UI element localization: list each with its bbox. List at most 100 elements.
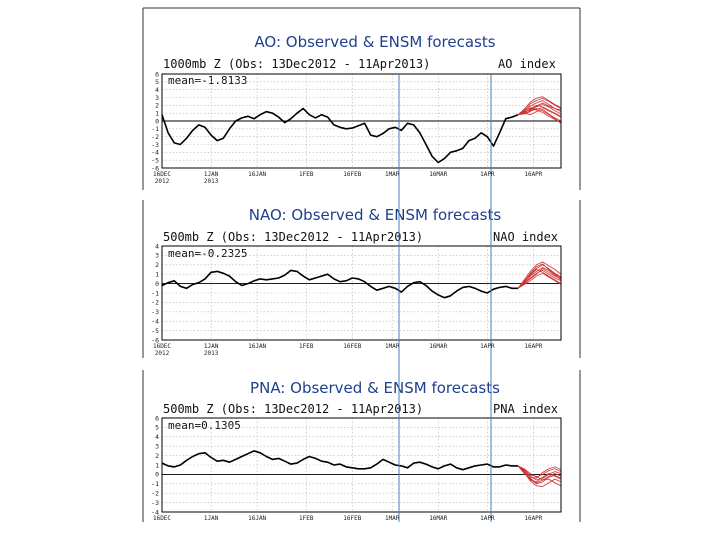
- ao-ensemble-member-line: [517, 107, 562, 123]
- ao-y-tick-label: 4: [155, 86, 159, 94]
- pna-ensemble-member-line: [517, 465, 562, 479]
- ao-y-tick-label: 5: [155, 78, 159, 86]
- pna-x-tick-label: 1APR: [480, 515, 495, 522]
- pna-x-tick-label: 16FEB: [343, 515, 361, 522]
- nao-y-tick-label: -3: [151, 308, 159, 316]
- ao-y-tick-label: -3: [151, 141, 159, 149]
- nao-y-tick-label: 4: [155, 242, 159, 250]
- ao-y-tick-label: -2: [151, 133, 159, 141]
- ao-x-tick-label: 1FEB: [299, 171, 314, 178]
- pna-x-tick-label: 16MAR: [429, 515, 447, 522]
- pna-x-tick-label: 16APR: [524, 515, 542, 522]
- ao-y-tick-label: -4: [151, 149, 159, 157]
- ao-index-label: AO index: [498, 57, 556, 71]
- nao-ensemble-member-line: [517, 272, 562, 289]
- nao-mean-text: mean=-0.2325: [168, 247, 247, 260]
- ao-x-tick-label: 16MAR: [429, 171, 447, 178]
- nao-panel: NAO: Observed & ENSM forecasts 500mb Z (…: [142, 200, 581, 358]
- nao-x-tick-year: 2013: [204, 350, 219, 357]
- nao-x-tick-label: 16APR: [524, 343, 542, 350]
- ao-y-tick-label: 0: [155, 117, 159, 125]
- nao-x-tick-label: 1MAR: [385, 343, 400, 350]
- pna-y-tick-label: 3: [155, 443, 159, 451]
- pna-x-tick-label: 1FEB: [299, 515, 314, 522]
- ao-observed-line: [161, 107, 519, 164]
- pna-y-tick-label: -2: [151, 490, 159, 498]
- ao-x-tick-label: 16APR: [524, 171, 542, 178]
- pna-y-tick-label: 2: [155, 452, 159, 460]
- ao-x-tick-label: 16JAN: [248, 171, 266, 178]
- ao-x-tick-label: 16FEB: [343, 171, 361, 178]
- ao-x-tick-label: 1MAR: [385, 171, 400, 178]
- nao-x-tick-label: 1APR: [480, 343, 495, 350]
- nao-y-tick-label: 1: [155, 271, 159, 279]
- ao-x-tick-year: 2012: [155, 178, 170, 185]
- ao-panel: AO: Observed & ENSM forecasts 1000mb Z (…: [142, 7, 581, 190]
- nao-y-tick-label: 3: [155, 252, 159, 260]
- nao-ensemble-member-line: [517, 268, 562, 289]
- ao-ensemble-member-line: [517, 102, 562, 116]
- pna-ensemble-member-line: [517, 465, 562, 483]
- ao-x-tick-year: 2013: [204, 178, 219, 185]
- ao-mean-text: mean=-1.8133: [168, 74, 247, 87]
- pna-y-tick-label: -3: [151, 499, 159, 507]
- ao-ensemble-member-line: [517, 96, 562, 116]
- ao-x-tick-label: 1APR: [480, 171, 495, 178]
- ao-x-tick-label: 16DEC: [153, 171, 171, 178]
- nao-ensemble-member-line: [517, 267, 562, 289]
- pna-chart-title: PNA: Observed & ENSM forecasts: [250, 379, 500, 397]
- nao-ensemble-member-line: [517, 261, 562, 289]
- nao-x-tick-label: 16JAN: [248, 343, 266, 350]
- pna-x-tick-label: 1MAR: [385, 515, 400, 522]
- nao-y-tick-label: -1: [151, 289, 159, 297]
- pna-x-tick-label: 16JAN: [248, 515, 266, 522]
- nao-y-tick-label: -6: [151, 336, 159, 344]
- nao-plot-frame: [161, 245, 562, 341]
- pna-mean-text: mean=0.1305: [168, 419, 241, 432]
- nao-chart-title: NAO: Observed & ENSM forecasts: [249, 206, 502, 224]
- ao-x-tick-label: 1JAN: [204, 171, 219, 178]
- ao-chart-title: AO: Observed & ENSM forecasts: [254, 33, 495, 51]
- ao-ensemble-member-line: [517, 104, 562, 117]
- nao-x-tick-label: 1FEB: [299, 343, 314, 350]
- pna-ensemble-member-line: [517, 465, 562, 487]
- nao-subtitle: 500mb Z (Obs: 13Dec2012 - 11Apr2013): [163, 230, 423, 244]
- pna-index-label: PNA index: [493, 402, 558, 416]
- nao-x-tick-year: 2012: [155, 350, 170, 357]
- nao-x-tick-label: 16MAR: [429, 343, 447, 350]
- pna-y-tick-label: -1: [151, 480, 159, 488]
- pna-y-tick-label: 4: [155, 433, 159, 441]
- ao-plot-frame: [161, 73, 562, 169]
- pna-y-tick-label: 1: [155, 461, 159, 469]
- pna-plot-frame: [161, 417, 562, 513]
- pna-y-tick-label: 6: [155, 414, 159, 422]
- pna-ensemble-member-line: [517, 465, 562, 481]
- pna-panel: PNA: Observed & ENSM forecasts 500mb Z (…: [142, 370, 581, 522]
- ao-y-tick-label: -6: [151, 164, 159, 172]
- ao-subtitle: 1000mb Z (Obs: 13Dec2012 - 11Apr2013): [163, 57, 430, 71]
- pna-x-tick-label: 1JAN: [204, 515, 219, 522]
- ao-y-tick-label: -1: [151, 125, 159, 133]
- nao-observed-line: [161, 269, 518, 299]
- nao-y-tick-label: -2: [151, 299, 159, 307]
- ao-ensemble-member-line: [517, 108, 562, 124]
- nao-y-tick-label: -5: [151, 327, 159, 335]
- pna-y-tick-label: -4: [151, 508, 159, 516]
- pna-y-tick-label: 0: [155, 471, 159, 479]
- pna-observed-line: [161, 450, 518, 471]
- nao-x-tick-label: 16DEC: [153, 343, 171, 350]
- pna-x-tick-label: 16DEC: [153, 515, 171, 522]
- pna-subtitle: 500mb Z (Obs: 13Dec2012 - 11Apr2013): [163, 402, 423, 416]
- nao-ensemble-member-line: [517, 263, 562, 289]
- pna-y-tick-label: 5: [155, 424, 159, 432]
- ao-y-tick-label: -5: [151, 156, 159, 164]
- nao-x-tick-label: 16FEB: [343, 343, 361, 350]
- ao-y-tick-label: 3: [155, 94, 159, 102]
- nao-x-tick-label: 1JAN: [204, 343, 219, 350]
- ao-y-tick-label: 1: [155, 109, 159, 117]
- nao-y-tick-label: 2: [155, 261, 159, 269]
- ao-y-tick-label: 6: [155, 70, 159, 78]
- nao-index-label: NAO index: [493, 230, 558, 244]
- ao-y-tick-label: 2: [155, 102, 159, 110]
